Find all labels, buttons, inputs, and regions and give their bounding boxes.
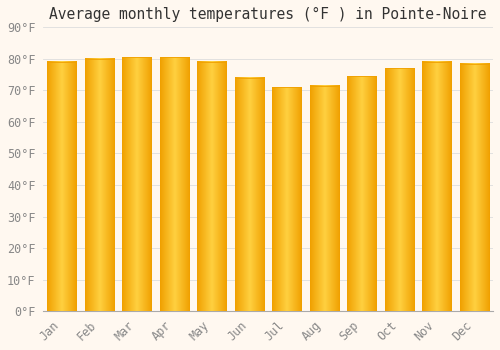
Bar: [84, 59, 114, 311]
Bar: [122, 57, 152, 311]
Bar: [422, 62, 452, 311]
Title: Average monthly temperatures (°F ) in Pointe-Noire: Average monthly temperatures (°F ) in Po…: [50, 7, 487, 22]
Bar: [384, 68, 414, 311]
Bar: [347, 76, 376, 311]
Bar: [310, 86, 339, 311]
Bar: [272, 87, 302, 311]
Bar: [47, 62, 76, 311]
Bar: [460, 64, 489, 311]
Bar: [197, 62, 226, 311]
Bar: [160, 57, 189, 311]
Bar: [234, 78, 264, 311]
